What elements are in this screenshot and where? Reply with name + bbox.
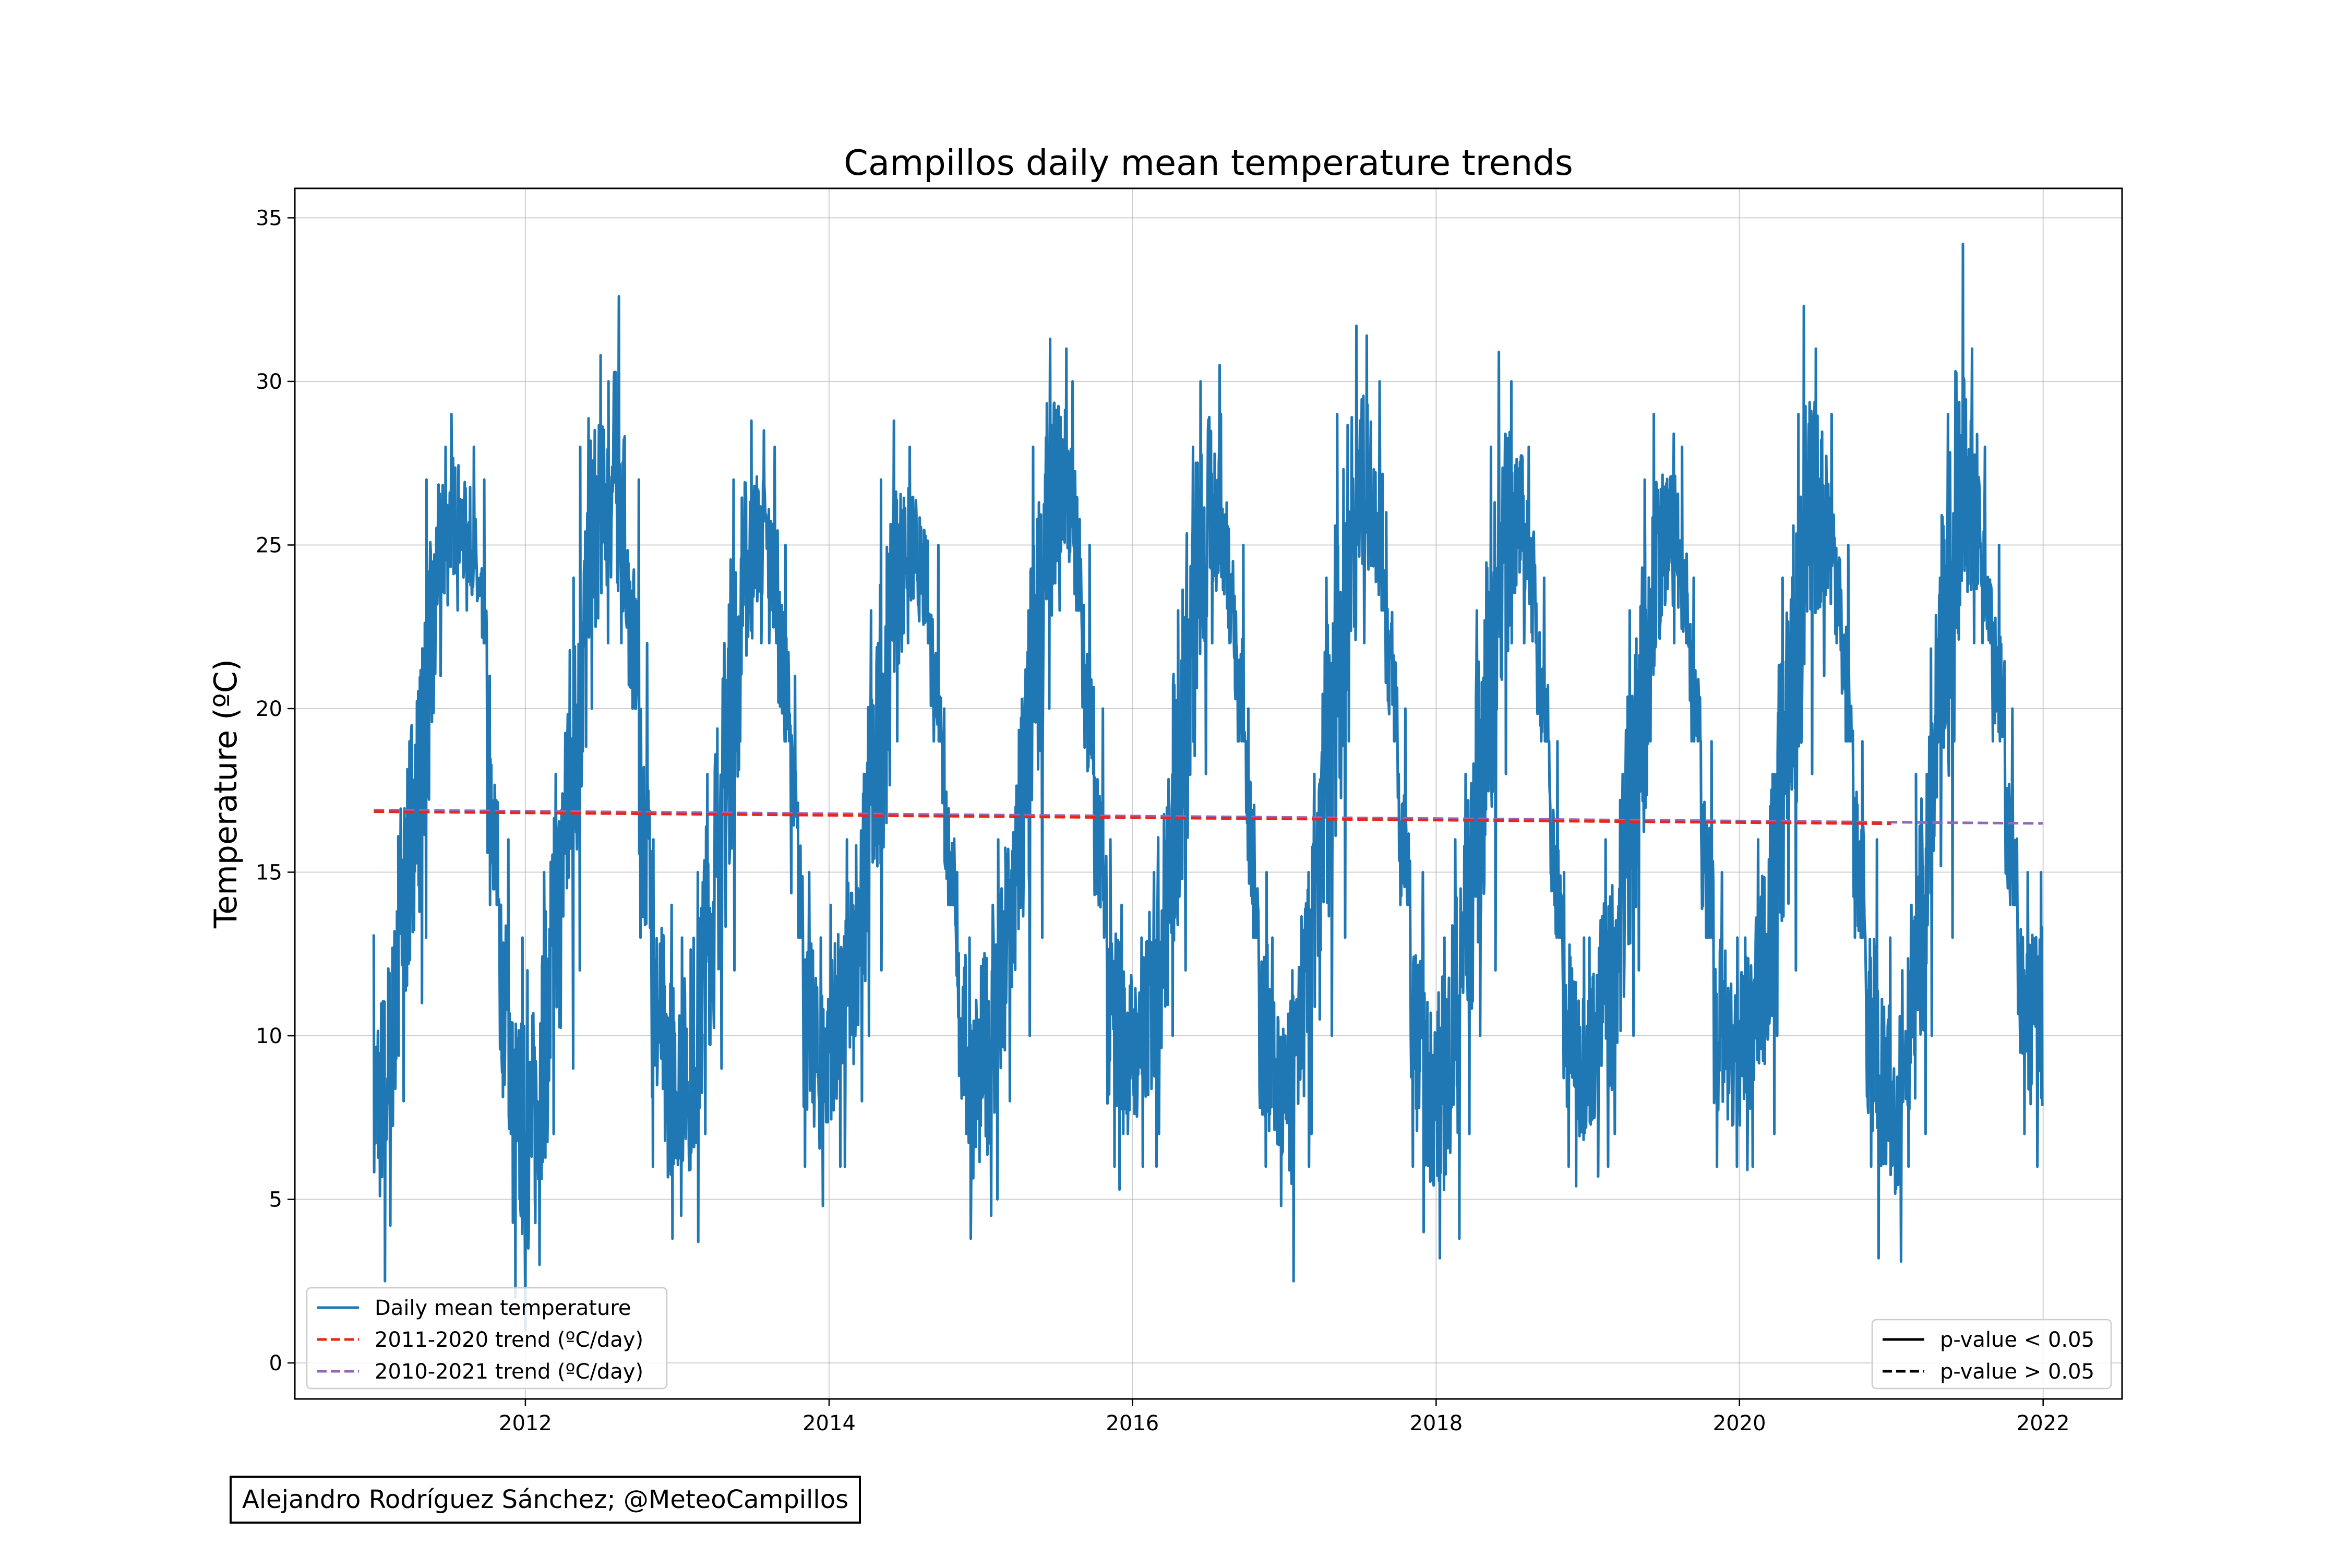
series-trend-2010-2021 <box>374 808 2043 825</box>
series-layer <box>372 243 2044 1332</box>
legend-label: p-value < 0.05 <box>1940 1328 2094 1352</box>
x-tick-label: 2022 <box>2017 1411 2070 1435</box>
legend-left: Daily mean temperature 2011-2020 trend (º… <box>306 1287 668 1390</box>
legend-right: p-value < 0.05 p-value > 0.05 <box>1871 1319 2112 1390</box>
series-trend-2011-2020 <box>374 810 1891 825</box>
y-tick-label: 10 <box>256 1024 282 1048</box>
legend-box <box>1871 1319 2112 1390</box>
y-tick-label: 0 <box>269 1351 282 1375</box>
author-credit: Alejandro Rodríguez Sánchez; @MeteoCampi… <box>230 1476 861 1524</box>
legend-label: 2010-2021 trend (ºC/day) <box>375 1360 643 1384</box>
series-daily-mean-temperature <box>372 243 2044 1332</box>
x-tick-label: 2014 <box>802 1411 856 1435</box>
x-tick-label: 2018 <box>1409 1411 1463 1435</box>
y-tick-label: 15 <box>256 860 282 884</box>
legend-label: p-value > 0.05 <box>1940 1360 2094 1384</box>
y-tick-label: 5 <box>269 1188 282 1212</box>
x-tick-label: 2012 <box>499 1411 552 1435</box>
tick-layer: 2012 2014 2016 2018 2020 2022 0 5 10 15 20 25 30 35 <box>256 206 2070 1435</box>
y-tick-label: 30 <box>256 370 282 394</box>
plot-frame <box>294 187 2123 1400</box>
y-tick-label: 35 <box>256 206 282 230</box>
x-tick-label: 2020 <box>1713 1411 1766 1435</box>
legend-label: 2011-2020 trend (ºC/day) <box>375 1328 643 1352</box>
legend-box <box>306 1287 668 1390</box>
legend-label: Daily mean temperature <box>375 1296 631 1320</box>
grid-layer <box>295 188 2122 1399</box>
y-tick-label: 25 <box>256 533 282 557</box>
y-axis-label: Temperature (ºC) <box>208 659 244 929</box>
y-tick-label: 20 <box>256 697 282 721</box>
chart-title: Campillos daily mean temperature trends <box>844 142 1573 183</box>
x-tick-label: 2016 <box>1106 1411 1159 1435</box>
